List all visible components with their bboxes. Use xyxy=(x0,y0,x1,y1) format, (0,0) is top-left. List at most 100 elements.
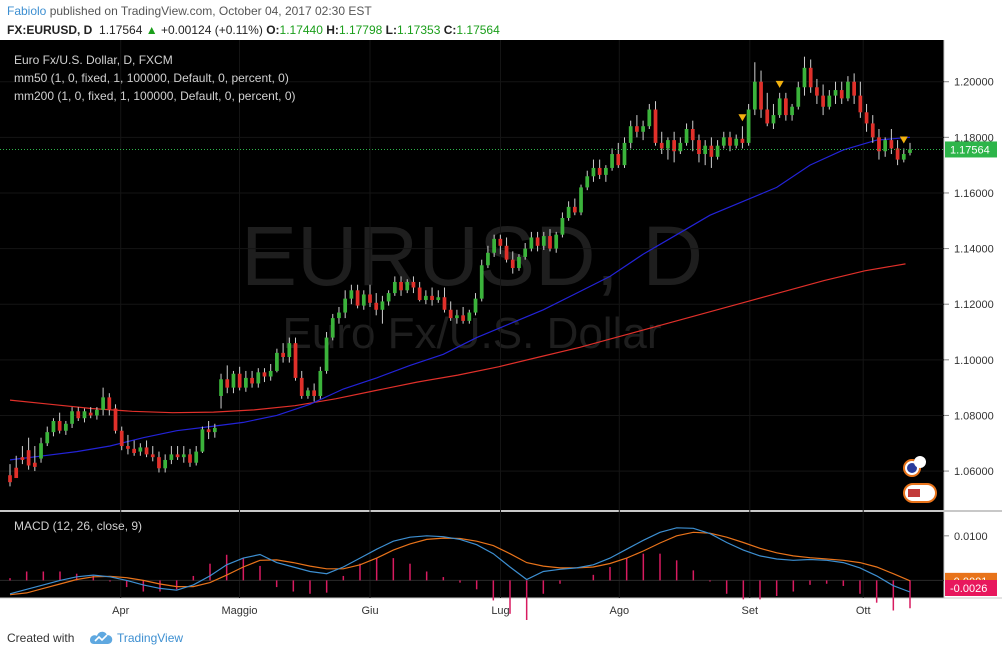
candle-body xyxy=(448,309,453,319)
candle-body xyxy=(430,295,434,301)
candle-body xyxy=(771,115,776,124)
candle-body xyxy=(82,411,87,419)
ma200-path xyxy=(9,263,906,414)
macd-histogram xyxy=(9,553,911,620)
macd-main-line xyxy=(9,527,911,595)
price-pane[interactable] xyxy=(0,40,944,510)
tradingview-logo-icon[interactable] xyxy=(88,628,114,646)
event-count-badge xyxy=(914,456,926,468)
candle-body xyxy=(268,370,273,377)
signal-markers xyxy=(738,80,908,144)
candle-body xyxy=(740,138,745,143)
candle-body xyxy=(330,318,335,338)
low-value: 1.17353 xyxy=(397,23,441,37)
macd-tick-label: 0.0100 xyxy=(954,531,988,543)
time-tick-label: Lug xyxy=(491,605,509,617)
candle-body xyxy=(659,142,664,149)
candle-body xyxy=(417,287,422,301)
candle-body xyxy=(20,457,25,460)
candle-body xyxy=(554,234,559,249)
candle-body xyxy=(181,454,186,458)
signal-marker-icon xyxy=(775,80,784,88)
candle-body xyxy=(566,206,571,218)
candle-body xyxy=(126,446,130,449)
watermark-symbol: EURUSD, D xyxy=(241,209,703,303)
candle-body xyxy=(591,167,596,177)
candle-body xyxy=(188,454,192,463)
symbol-ohlc: FX:EURUSD, D 1.17564 ▲ +0.00124 (+0.11%)… xyxy=(7,23,500,37)
candle-body xyxy=(579,187,583,213)
low-label: L: xyxy=(385,23,397,37)
candle-body xyxy=(697,140,701,155)
candle-body xyxy=(455,315,459,319)
candle-body xyxy=(808,67,813,88)
candle-body xyxy=(57,421,62,431)
time-tick-label: Apr xyxy=(112,605,129,617)
candlestick-series xyxy=(8,56,912,487)
candle-body xyxy=(541,236,546,246)
candle-body xyxy=(597,167,602,175)
candle-body xyxy=(846,81,850,99)
candle-body xyxy=(225,379,230,388)
candle-body xyxy=(157,457,161,469)
candle-body xyxy=(895,148,900,160)
price-grid xyxy=(0,40,944,598)
candle-body xyxy=(486,252,490,266)
candle-body xyxy=(492,238,496,253)
last-price-line: 1.17564 xyxy=(0,141,997,158)
candle-body xyxy=(883,140,888,152)
candle-body xyxy=(877,137,881,152)
candle-body xyxy=(361,294,366,306)
candle-body xyxy=(169,454,174,460)
candle-body xyxy=(752,81,757,110)
candle-body xyxy=(411,281,416,288)
candle-body xyxy=(442,297,447,310)
candle-body xyxy=(324,337,329,371)
price-tick-label: 1.10000 xyxy=(954,355,994,367)
chart-header: Fabiolo published on TradingView.com, Oc… xyxy=(0,0,1002,40)
price-tick-label: 1.16000 xyxy=(954,188,994,200)
candle-body xyxy=(678,142,683,152)
candle-body xyxy=(635,126,639,132)
signal-marker-icon xyxy=(738,114,747,122)
candle-body xyxy=(647,109,652,127)
candle-body xyxy=(374,302,379,310)
candle-body xyxy=(212,427,217,433)
legend-title: Euro Fx/U.S. Dollar, D, FXCM xyxy=(14,53,173,67)
price-tick-label: 1.12000 xyxy=(954,299,994,311)
high-label: H: xyxy=(326,23,339,37)
events-icons[interactable] xyxy=(903,456,937,503)
candle-body xyxy=(684,128,689,143)
candle-body xyxy=(709,145,714,157)
candle-body xyxy=(839,90,844,99)
candle-body xyxy=(870,123,875,138)
candle-body xyxy=(119,430,124,447)
candle-body xyxy=(721,137,726,146)
last-price: 1.17564 xyxy=(99,23,143,37)
candle-body xyxy=(901,154,906,160)
legend-mm200: mm200 (1, 0, fixed, 1, 100000, Default, … xyxy=(14,89,296,103)
candle-body xyxy=(777,98,782,116)
candle-body xyxy=(672,140,676,152)
author-link[interactable]: Fabiolo xyxy=(7,4,47,18)
candle-body xyxy=(293,343,298,378)
candle-body xyxy=(405,281,410,291)
candle-body xyxy=(473,298,478,313)
candle-body xyxy=(523,248,528,257)
candle-body xyxy=(132,448,136,453)
candle-body xyxy=(256,372,261,384)
candle-body xyxy=(306,390,310,396)
chart-canvas[interactable]: EURUSD, D Euro Fx/U.S. Dollar 1.060001.0… xyxy=(0,40,1002,620)
candle-body xyxy=(39,443,43,459)
candle-body xyxy=(690,128,695,141)
candle-body xyxy=(715,145,720,157)
candle-body xyxy=(424,295,428,301)
created-with-label: Created with xyxy=(7,631,75,645)
tradingview-link[interactable]: TradingView xyxy=(117,631,184,645)
macd-signal-line xyxy=(9,531,911,596)
candle-body xyxy=(107,397,112,410)
candle-body xyxy=(368,294,372,303)
candle-body xyxy=(14,467,19,479)
price-tick-label: 1.14000 xyxy=(954,244,994,256)
